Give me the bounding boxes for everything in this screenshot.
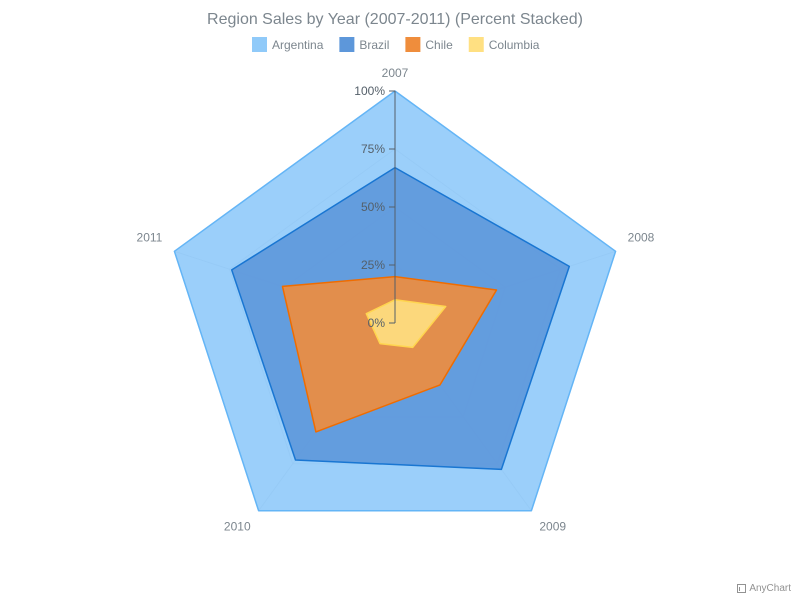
series-area-chile[interactable] [281,275,498,433]
tick-label: 0% [368,316,386,330]
legend-label: Columbia [489,38,540,52]
tick-label: 100% [354,84,385,98]
legend-item-columbia[interactable]: Columbia [468,37,540,52]
chart-icon [737,584,747,593]
legend-swatch [339,37,355,52]
legend-item-chile[interactable]: Chile [405,37,453,52]
legend-swatch [468,37,484,52]
legend-item-brazil[interactable]: Brazil [339,37,389,52]
category-label-2011: 2011 [137,230,163,244]
chart-title: Region Sales by Year (2007-2011) (Percen… [207,11,583,28]
credits-label: AnyChart [749,583,791,594]
legend: Argentina Brazil Chile Columbia [252,37,540,52]
legend-label: Argentina [272,38,324,52]
tick-label: 50% [361,200,385,214]
category-label-2010: 2010 [224,520,251,534]
legend-label: Chile [425,38,453,52]
legend-swatch [405,37,421,52]
tick-label: 25% [361,258,385,272]
legend-swatch [252,37,267,52]
legend-item-argentina[interactable]: Argentina [252,37,324,52]
legend-label: Brazil [359,38,389,52]
tick-label: 75% [361,142,385,156]
category-label-2008: 2008 [628,230,655,244]
category-label-2007: 2007 [382,66,409,80]
credits[interactable]: AnyChart [737,583,791,594]
category-label-2009: 2009 [539,520,566,534]
series-area-columbia[interactable] [365,299,447,349]
value-axis: 0% 25% 50% 75% 100% [354,84,396,330]
category-labels: 2007 2008 2009 2010 2011 [137,66,655,534]
